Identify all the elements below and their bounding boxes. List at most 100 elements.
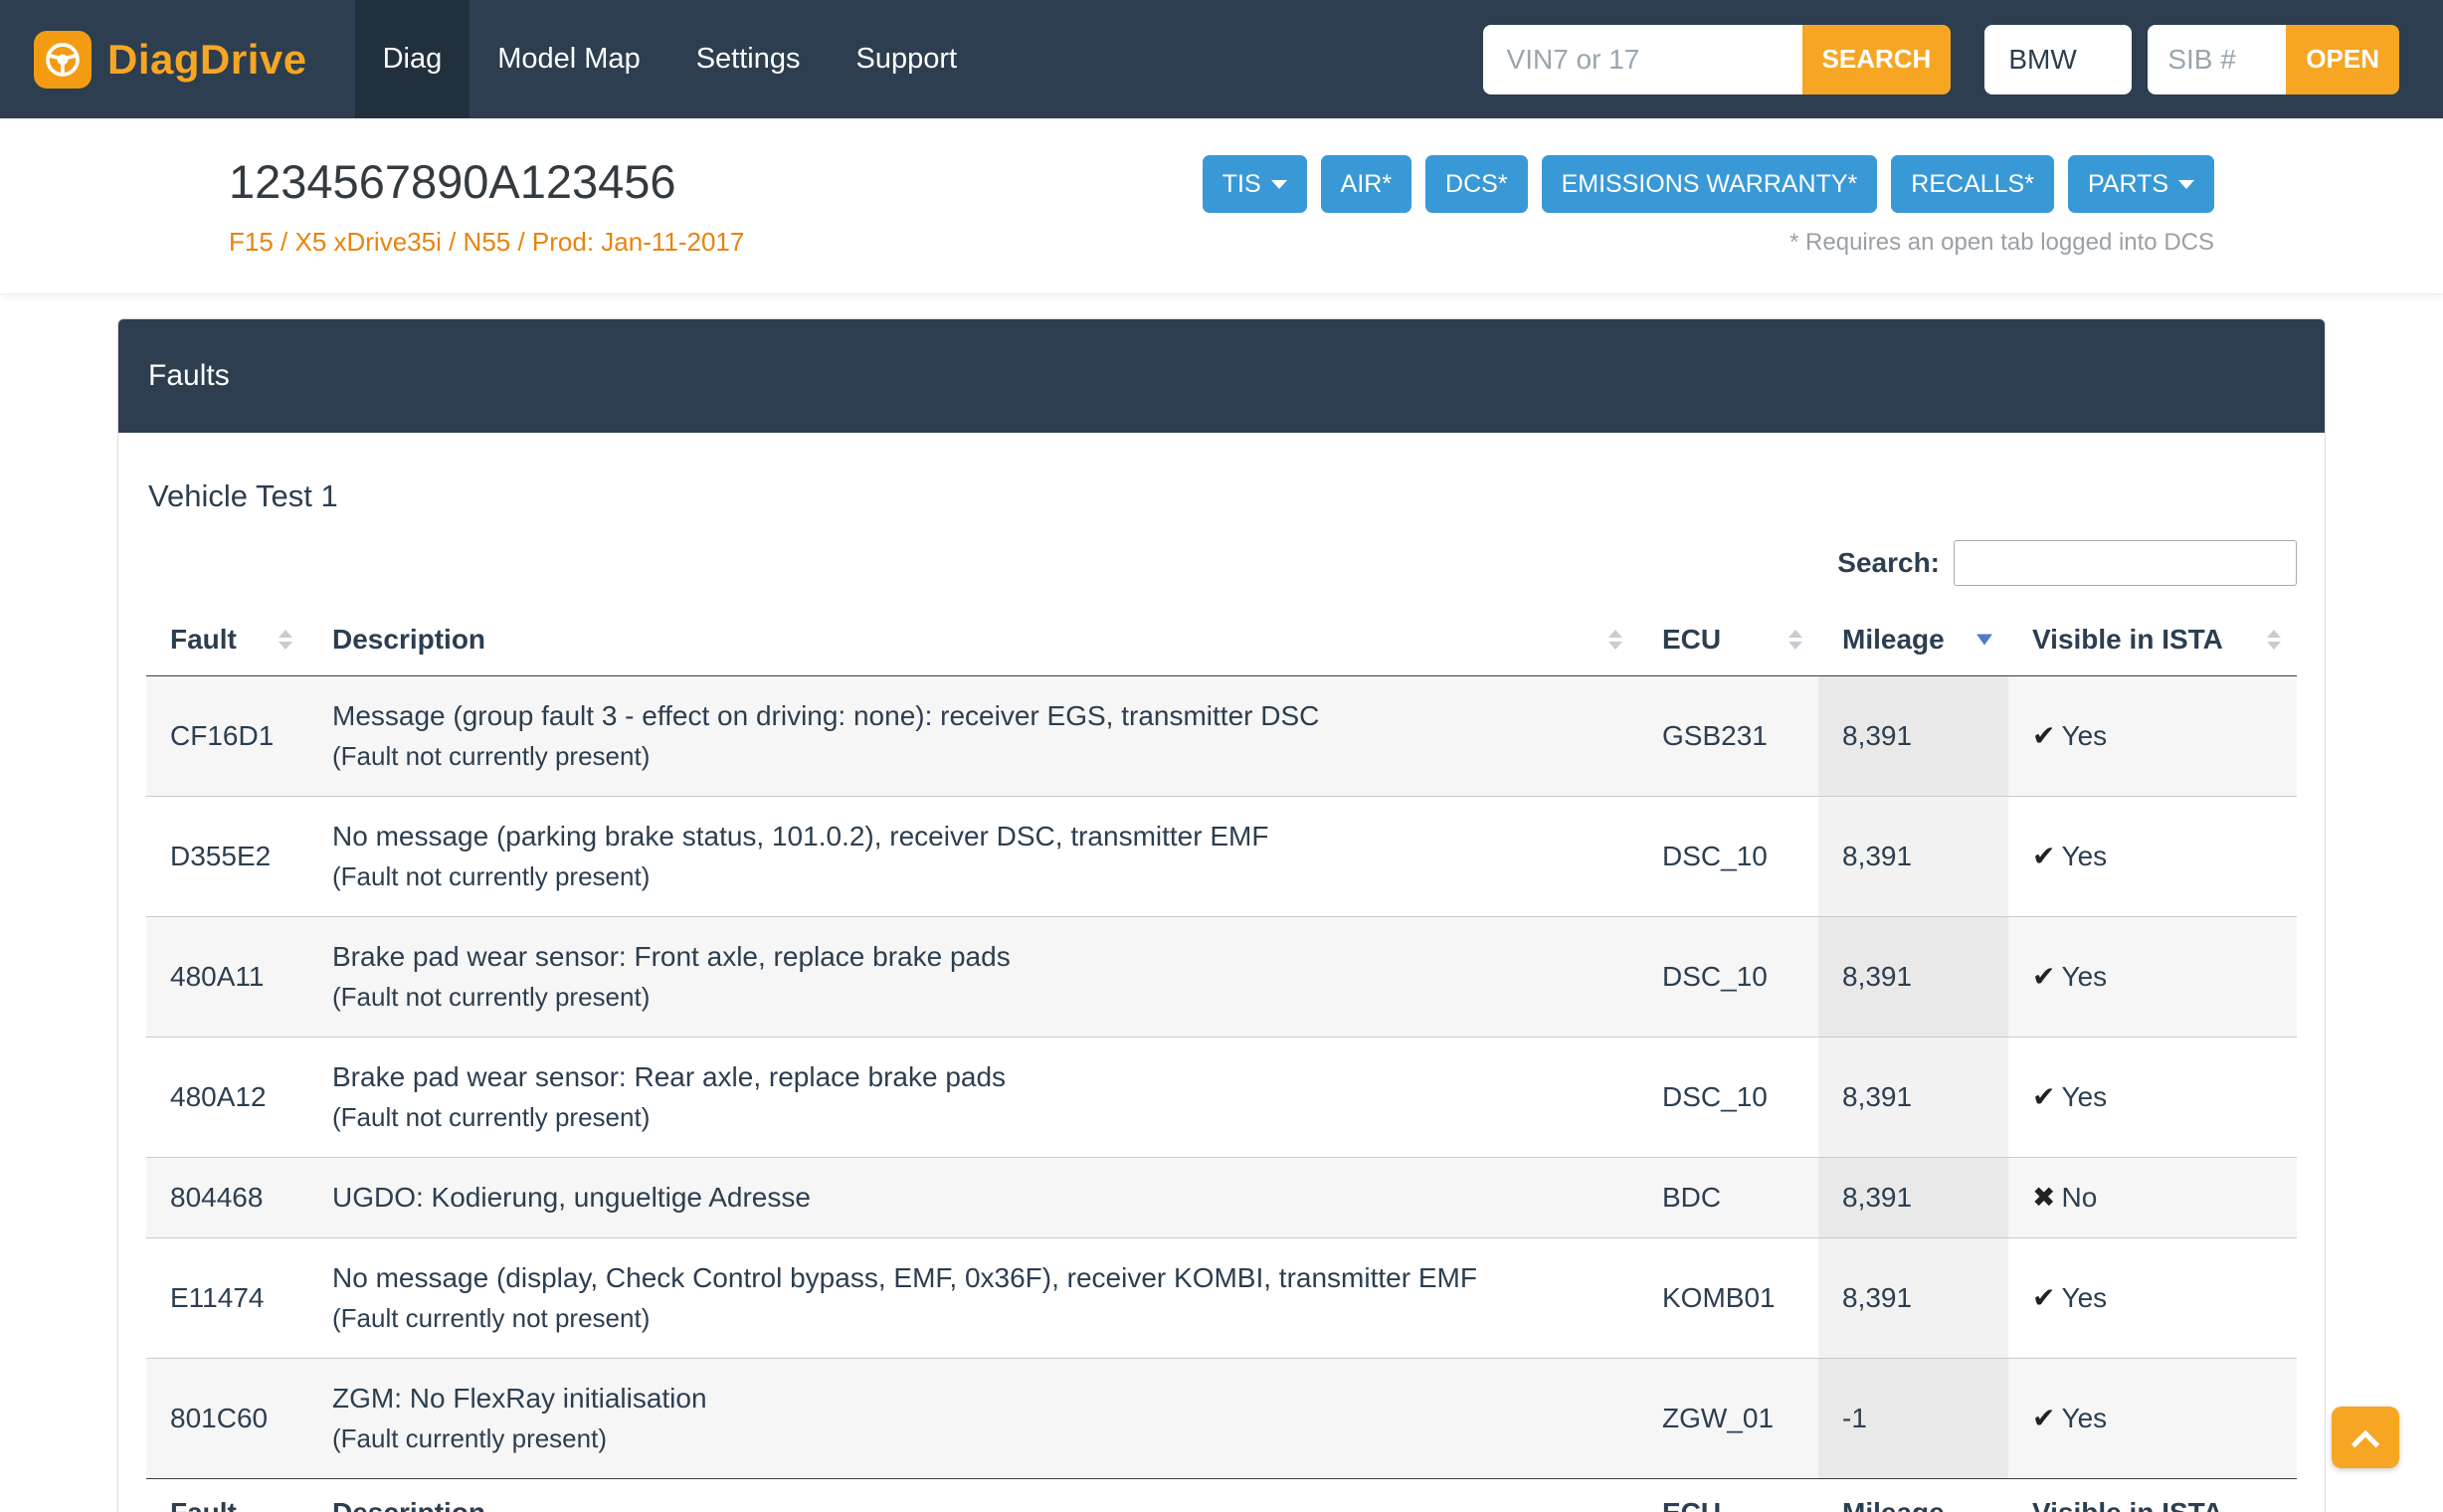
mileage-cell: 8,391 xyxy=(1818,1158,2008,1238)
column-header-fault[interactable]: Fault xyxy=(146,604,308,676)
fault-description: Brake pad wear sensor: Front axle, repla… xyxy=(332,937,1614,977)
manufacturer-select[interactable]: BMW xyxy=(1984,25,2132,94)
table-footer-row: Fault Description ECU Mileage Visible in… xyxy=(146,1479,2297,1512)
fault-description: UGDO: Kodierung, ungueltige Adresse xyxy=(332,1178,1614,1218)
fault-description-cell: ZGM: No FlexRay initialisation (Fault cu… xyxy=(308,1359,1638,1479)
sib-group: OPEN xyxy=(2148,25,2399,94)
fault-description-cell: Brake pad wear sensor: Front axle, repla… xyxy=(308,917,1638,1038)
ista-value: Yes xyxy=(2061,841,2107,871)
vehicle-header: 1234567890A123456 F15 / X5 xDrive35i / N… xyxy=(0,118,2443,294)
nav-item-model-map[interactable]: Model Map xyxy=(470,0,667,118)
fault-description: No message (parking brake status, 101.0.… xyxy=(332,817,1614,856)
ista-value: Yes xyxy=(2061,1282,2107,1313)
tis-dropdown-button[interactable]: TIS xyxy=(1203,155,1307,213)
parts-dropdown-button[interactable]: PARTS xyxy=(2068,155,2214,213)
nav-item-settings[interactable]: Settings xyxy=(668,0,829,118)
fault-description-cell: No message (display, Check Control bypas… xyxy=(308,1238,1638,1359)
nav-item-support[interactable]: Support xyxy=(829,0,986,118)
footer-label-fault: Fault xyxy=(146,1479,308,1512)
fault-code-cell: 801C60 xyxy=(146,1359,308,1479)
footer-label-description: Description xyxy=(308,1479,1638,1512)
vin-search-button[interactable]: SEARCH xyxy=(1802,25,1952,94)
sib-number-input[interactable] xyxy=(2148,25,2286,94)
sib-open-button[interactable]: OPEN xyxy=(2286,25,2399,94)
brand[interactable]: DiagDrive xyxy=(34,0,307,118)
fault-description-cell: No message (parking brake status, 101.0.… xyxy=(308,797,1638,917)
footer-label-ecu: ECU xyxy=(1638,1479,1818,1512)
table-row: E11474 No message (display, Check Contro… xyxy=(146,1238,2297,1359)
fault-description-cell: UGDO: Kodierung, ungueltige Adresse xyxy=(308,1158,1638,1238)
fault-table-body: CF16D1 Message (group fault 3 - effect o… xyxy=(146,676,2297,1479)
mileage-cell: 8,391 xyxy=(1818,1238,2008,1359)
faults-panel: Faults Vehicle Test 1 Search: Fault Desc… xyxy=(117,318,2326,1512)
ista-value: No xyxy=(2061,1182,2097,1213)
fault-code-cell: 804468 xyxy=(146,1158,308,1238)
vehicle-test-title: Vehicle Test 1 xyxy=(148,478,2297,514)
column-header-mileage[interactable]: Mileage xyxy=(1818,604,2008,676)
sort-icon xyxy=(1608,630,1622,650)
air-label: AIR* xyxy=(1341,170,1392,199)
recalls-label: RECALLS* xyxy=(1911,170,2034,199)
ecu-cell: KOMB01 xyxy=(1638,1238,1818,1359)
fault-description: Message (group fault 3 - effect on drivi… xyxy=(332,696,1614,736)
column-header-description[interactable]: Description xyxy=(308,604,1638,676)
ista-value: Yes xyxy=(2061,961,2107,992)
column-label-fault: Fault xyxy=(170,624,237,655)
ista-cell: ✖No xyxy=(2008,1158,2297,1238)
vin-search-input[interactable] xyxy=(1483,25,1802,94)
ista-value: Yes xyxy=(2061,1403,2107,1433)
nav-item-diag[interactable]: Diag xyxy=(355,0,470,118)
table-row: D355E2 No message (parking brake status,… xyxy=(146,797,2297,917)
fault-status: (Fault currently present) xyxy=(332,1418,1614,1458)
ecu-cell: DSC_10 xyxy=(1638,797,1818,917)
table-row: 480A11 Brake pad wear sensor: Front axle… xyxy=(146,917,2297,1038)
fault-status: (Fault not currently present) xyxy=(332,977,1614,1017)
check-icon: ✔ xyxy=(2032,1282,2055,1313)
check-icon: ✔ xyxy=(2032,1403,2055,1433)
table-controls: Search: xyxy=(146,540,2297,586)
ista-value: Yes xyxy=(2061,720,2107,751)
ista-cell: ✔Yes xyxy=(2008,1359,2297,1479)
emissions-warranty-button[interactable]: EMISSIONS WARRANTY* xyxy=(1542,155,1878,213)
dcs-note: * Requires an open tab logged into DCS xyxy=(1203,229,2214,257)
dcs-button[interactable]: DCS* xyxy=(1425,155,1528,213)
air-button[interactable]: AIR* xyxy=(1321,155,1411,213)
column-header-ecu[interactable]: ECU xyxy=(1638,604,1818,676)
scroll-to-top-button[interactable] xyxy=(2332,1407,2399,1468)
ista-value: Yes xyxy=(2061,1081,2107,1112)
fault-status: (Fault not currently present) xyxy=(332,736,1614,776)
table-row: CF16D1 Message (group fault 3 - effect o… xyxy=(146,676,2297,797)
external-links-toolbar: TIS AIR* DCS* EMISSIONS WARRANTY* RECALL… xyxy=(1203,155,2214,213)
emissions-warranty-label: EMISSIONS WARRANTY* xyxy=(1562,170,1858,199)
fault-code-cell: 480A11 xyxy=(146,917,308,1038)
vehicle-info-link[interactable]: F15 / X5 xDrive35i / N55 / Prod: Jan-11-… xyxy=(229,227,744,258)
fault-status: (Fault not currently present) xyxy=(332,856,1614,896)
column-label-mileage: Mileage xyxy=(1842,624,1945,655)
footer-label-visible-in-ista: Visible in ISTA xyxy=(2008,1479,2297,1512)
fault-status: (Fault not currently present) xyxy=(332,1097,1614,1137)
column-header-visible-in-ista[interactable]: Visible in ISTA xyxy=(2008,604,2297,676)
column-label-visible-in-ista: Visible in ISTA xyxy=(2032,624,2223,655)
ista-cell: ✔Yes xyxy=(2008,1038,2297,1158)
table-row: 804468 UGDO: Kodierung, ungueltige Adres… xyxy=(146,1158,2297,1238)
ista-cell: ✔Yes xyxy=(2008,1238,2297,1359)
dcs-label: DCS* xyxy=(1445,170,1508,199)
main-nav: Diag Model Map Settings Support xyxy=(355,0,986,118)
fault-description: No message (display, Check Control bypas… xyxy=(332,1258,1614,1298)
diagdrive-logo-icon xyxy=(34,31,92,89)
top-navbar: DiagDrive Diag Model Map Settings Suppor… xyxy=(0,0,2443,118)
ista-cell: ✔Yes xyxy=(2008,797,2297,917)
table-search-input[interactable] xyxy=(1954,540,2297,586)
ecu-cell: DSC_10 xyxy=(1638,1038,1818,1158)
faults-table: Fault Description ECU Mileage xyxy=(146,604,2297,1512)
fault-code-cell: CF16D1 xyxy=(146,676,308,797)
check-icon: ✔ xyxy=(2032,961,2055,992)
header-actions: TIS AIR* DCS* EMISSIONS WARRANTY* RECALL… xyxy=(1203,155,2214,257)
sort-icon xyxy=(2267,630,2281,650)
mileage-cell: 8,391 xyxy=(1818,676,2008,797)
ecu-cell: BDC xyxy=(1638,1158,1818,1238)
recalls-button[interactable]: RECALLS* xyxy=(1891,155,2054,213)
navbar-controls: SEARCH BMW OPEN xyxy=(1483,0,2399,118)
table-row: 480A12 Brake pad wear sensor: Rear axle,… xyxy=(146,1038,2297,1158)
sort-icon xyxy=(1788,630,1802,650)
